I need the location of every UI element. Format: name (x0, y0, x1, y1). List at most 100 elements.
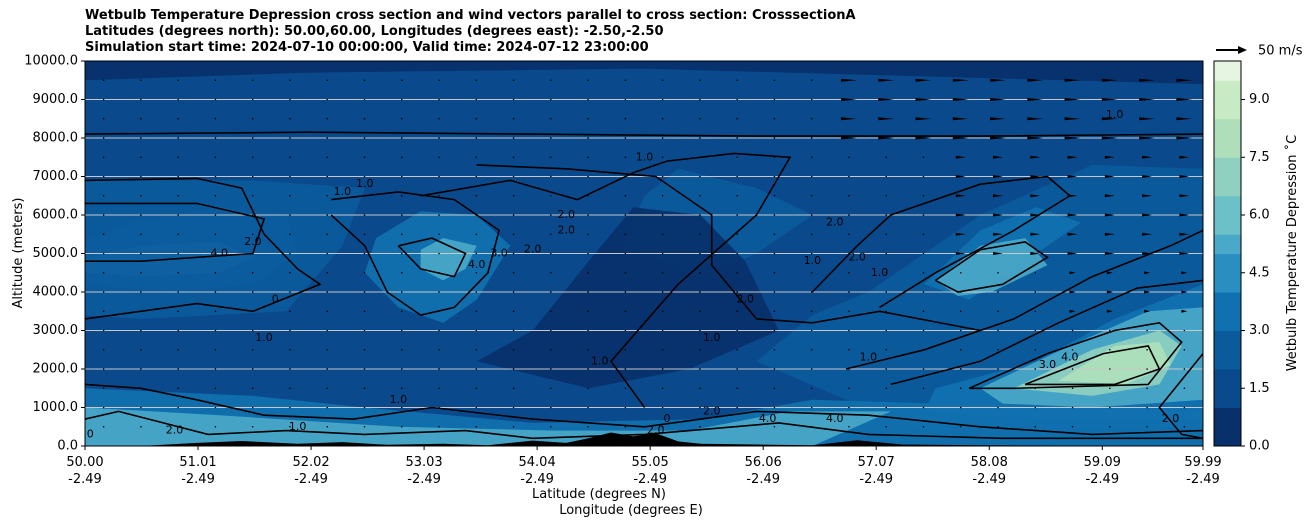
wind-vector (1064, 78, 1081, 82)
wind-vector (177, 156, 179, 159)
colorbar-tick-label: 4.5 (1249, 265, 1270, 280)
wind-vector (699, 156, 701, 159)
wind-vector (140, 98, 142, 101)
wind-vector (699, 194, 701, 197)
wind-vector (848, 252, 850, 255)
wind-vector (661, 233, 664, 236)
wind-vector (587, 387, 589, 390)
wind-vector (736, 291, 738, 293)
contour-label: 2.0 (557, 223, 575, 236)
wind-vector (699, 387, 701, 390)
wind-vector (326, 368, 329, 370)
contour-line (1158, 353, 1203, 440)
wind-vector (177, 175, 179, 178)
wind-vector (848, 387, 850, 390)
wind-vector (214, 291, 217, 293)
wind-vector (438, 252, 440, 255)
wind-vector (699, 98, 701, 101)
contour-label: 1.0 (334, 185, 352, 198)
wind-vector (177, 348, 179, 351)
wind-vector (1030, 175, 1041, 178)
wind-vector (878, 78, 895, 82)
wind-vector (922, 310, 925, 313)
wind-vector (1109, 425, 1111, 428)
wind-vector (810, 175, 813, 178)
wind-vector (959, 368, 962, 370)
wind-vector (102, 214, 105, 216)
wind-vector (624, 79, 627, 82)
wind-vector (400, 233, 403, 236)
wind-vector (1104, 175, 1115, 178)
wind-vector (810, 233, 813, 236)
wind-vector (848, 425, 850, 428)
wind-vector (624, 291, 627, 293)
contour-label: 1.0 (76, 427, 94, 440)
wind-vector (952, 136, 969, 140)
wind-vector (1067, 194, 1078, 198)
wind-vector (363, 233, 366, 236)
colorbar-swatch (1214, 369, 1241, 389)
wind-vector (475, 194, 478, 197)
wind-vector (810, 252, 813, 255)
wind-vector (438, 233, 440, 236)
wind-vector (512, 348, 515, 351)
wind-vector (661, 291, 664, 293)
wind-vector (624, 156, 627, 159)
x-tick-label-lon: -2.49 (520, 472, 554, 487)
wind-vector (326, 214, 329, 216)
wind-vector (699, 233, 701, 236)
wind-vector (624, 117, 627, 120)
wind-vector (289, 252, 291, 255)
wind-vector (289, 117, 291, 120)
wind-vector (885, 252, 888, 255)
wind-vector (922, 348, 925, 351)
wind-vector (1144, 271, 1151, 275)
wind-vector (773, 329, 776, 332)
colorbar-label: Wetbulb Temperature Depression ˚C (1284, 135, 1300, 372)
x-tick-label-lon: -2.49 (633, 472, 667, 487)
field-region (85, 407, 891, 446)
colorbar-swatch (1214, 138, 1241, 158)
wind-vector (400, 387, 403, 390)
wind-vector (587, 214, 589, 216)
terrain-fill (85, 432, 1203, 446)
wind-vector (810, 214, 813, 216)
wind-vector (438, 98, 440, 101)
wind-vector (326, 425, 329, 428)
wind-vector (550, 387, 552, 390)
wind-vector (840, 136, 857, 140)
wind-vector (624, 425, 627, 428)
wind-vector (475, 233, 478, 236)
wind-vector (512, 137, 515, 139)
wind-vector (885, 291, 888, 293)
wind-vector (1069, 271, 1076, 275)
chart-title-block: Wetbulb Temperature Depression cross sec… (85, 8, 856, 56)
wind-vector (251, 137, 254, 139)
wind-vector (140, 79, 142, 82)
wind-vector (1067, 155, 1078, 159)
wind-vector (840, 78, 857, 82)
wind-vector (885, 368, 888, 370)
wind-vector (1067, 232, 1078, 236)
x-tick-label-lon: -2.49 (859, 472, 893, 487)
wind-vector (1183, 329, 1186, 332)
wind-vector (955, 232, 966, 236)
wind-vector (1179, 252, 1190, 255)
wind-vector (915, 98, 932, 101)
wind-vector (177, 214, 179, 216)
wind-vector (624, 98, 627, 101)
colorbar-swatch (1214, 176, 1241, 197)
wind-vector (699, 291, 701, 293)
wind-vector (363, 271, 366, 274)
wind-vector (1106, 271, 1113, 275)
wind-vector (550, 98, 552, 101)
wind-vector (326, 98, 329, 101)
wind-vector (177, 194, 179, 197)
wind-vector (251, 406, 254, 409)
wind-vectors (102, 78, 1193, 428)
wind-vector (251, 214, 254, 216)
wind-vector (736, 98, 738, 101)
contour-label: 2.0 (848, 250, 866, 263)
wind-vector (251, 329, 254, 332)
contour-label: 1.0 (1106, 108, 1124, 121)
